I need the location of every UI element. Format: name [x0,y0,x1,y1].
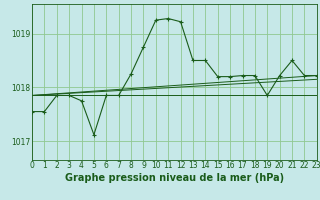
X-axis label: Graphe pression niveau de la mer (hPa): Graphe pression niveau de la mer (hPa) [65,173,284,183]
